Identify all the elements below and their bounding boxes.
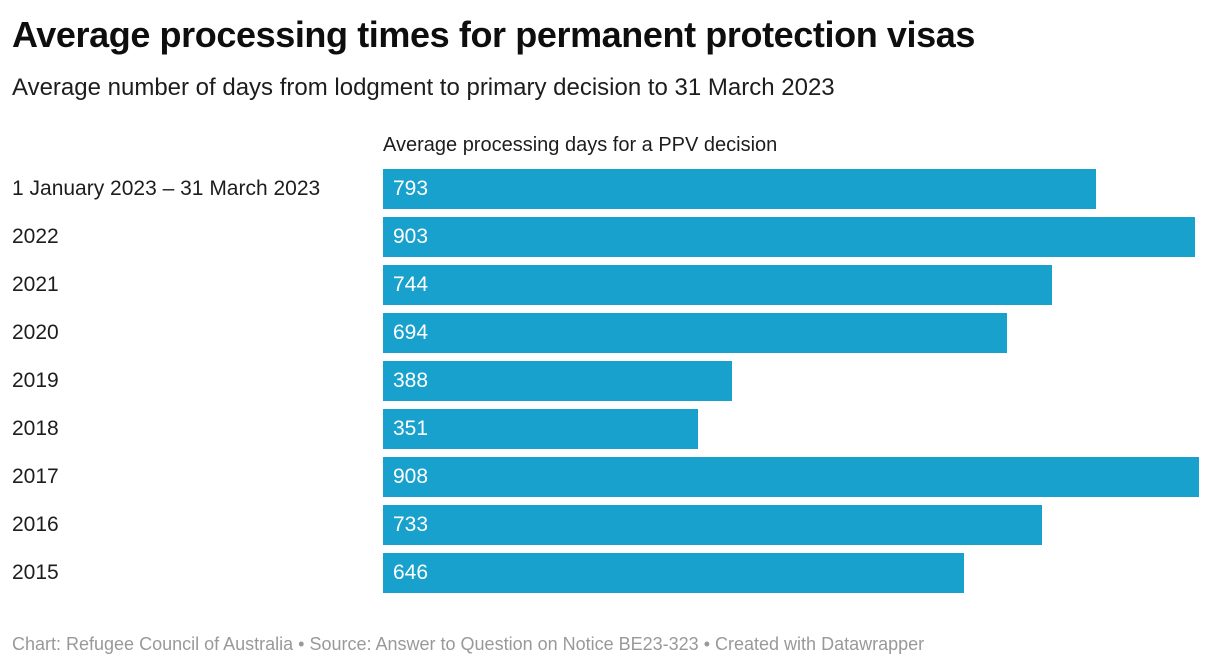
footer-separator: •: [298, 634, 305, 655]
row-label: 2017: [12, 465, 59, 489]
column-header: Average processing days for a PPV decisi…: [383, 134, 778, 157]
source-credit: Source: Answer to Question on Notice BE2…: [309, 634, 699, 655]
bar: 351: [383, 409, 699, 450]
bar-row: 1 January 2023 – 31 March 2023 793: [12, 169, 1199, 210]
created-with-link[interactable]: Created with Datawrapper: [715, 634, 925, 655]
bar-track: 903: [383, 217, 1199, 258]
bar-value-label: 733: [393, 513, 429, 537]
chart-title: Average processing times for permanent p…: [12, 14, 975, 55]
chart-subtitle: Average number of days from lodgment to …: [12, 74, 835, 102]
bar-row: 2015 646: [12, 553, 1199, 594]
bar-value-label: 388: [393, 369, 429, 393]
bar-rows: 1 January 2023 – 31 March 2023 793 2022 …: [12, 169, 1199, 594]
row-label: 2018: [12, 417, 59, 441]
bar-track: 793: [383, 169, 1199, 210]
chart-credit: Chart: Refugee Council of Australia: [12, 634, 294, 655]
bar: 733: [383, 505, 1042, 546]
bar-value-label: 694: [393, 321, 429, 345]
bar-chart: Average processing days for a PPV decisi…: [12, 133, 1199, 594]
bar: 646: [383, 553, 964, 594]
bar-row: 2022 903: [12, 217, 1199, 258]
bar-value-label: 903: [393, 225, 429, 249]
row-label: 2016: [12, 513, 59, 537]
bar-row: 2018 351: [12, 409, 1199, 450]
bar-row: 2019 388: [12, 361, 1199, 402]
row-label: 2015: [12, 561, 59, 585]
bar-track: 908: [383, 457, 1199, 498]
bar-row: 2016 733: [12, 505, 1199, 546]
footer-separator: •: [703, 634, 711, 655]
bar-track: 351: [383, 409, 1199, 450]
bar-value-label: 793: [393, 177, 429, 201]
bar-track: 744: [383, 265, 1199, 306]
bar: 388: [383, 361, 732, 402]
bar-row: 2020 694: [12, 313, 1199, 354]
bar: 744: [383, 265, 1052, 306]
row-label: 2019: [12, 369, 59, 393]
bar-value-label: 351: [393, 417, 429, 441]
bar: 908: [383, 457, 1199, 498]
bar: 694: [383, 313, 1007, 354]
row-label: 2021: [12, 273, 59, 297]
bar-track: 646: [383, 553, 1199, 594]
bar: 903: [383, 217, 1195, 258]
bar-value-label: 646: [393, 561, 429, 585]
bar-track: 388: [383, 361, 1199, 402]
bar-row: 2017 908: [12, 457, 1199, 498]
bar-row: 2021 744: [12, 265, 1199, 306]
row-label: 2022: [12, 225, 59, 249]
bar-value-label: 744: [393, 273, 429, 297]
row-label: 2020: [12, 321, 59, 345]
chart-footer: Chart: Refugee Council of Australia • Sour…: [12, 633, 1199, 656]
bar-track: 733: [383, 505, 1199, 546]
row-label: 1 January 2023 – 31 March 2023: [12, 177, 321, 201]
bar-track: 694: [383, 313, 1199, 354]
bar-value-label: 908: [393, 465, 429, 489]
bar: 793: [383, 169, 1096, 210]
